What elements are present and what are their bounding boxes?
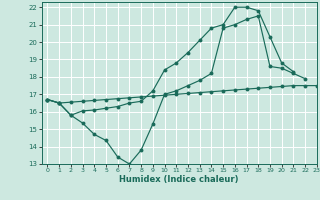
X-axis label: Humidex (Indice chaleur): Humidex (Indice chaleur) xyxy=(119,175,239,184)
